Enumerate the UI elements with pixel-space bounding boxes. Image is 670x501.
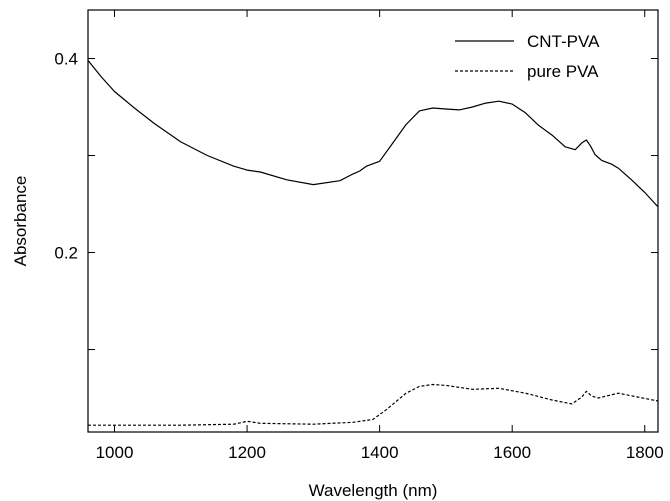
x-axis-title: Wavelength (nm): [309, 481, 438, 500]
x-tick-label: 1400: [361, 443, 399, 462]
series-line-cnt-pva: [87, 60, 659, 208]
legend: CNT-PVA pure PVA: [455, 32, 600, 81]
y-tick-label: 0.2: [54, 244, 78, 263]
series-line-pure-pva: [88, 383, 659, 426]
legend-label-cnt-pva: CNT-PVA: [527, 32, 600, 51]
x-tick-label: 1000: [96, 443, 134, 462]
plot-frame: [87, 9, 659, 433]
axis-tick-labels: 1000 1200 1400 1600 1800 0.2 0.4: [54, 50, 663, 462]
x-tick-label: 1800: [626, 443, 664, 462]
axis-ticks: [88, 10, 658, 432]
x-tick-label: 1200: [228, 443, 266, 462]
legend-label-pure-pva: pure PVA: [527, 62, 599, 81]
y-axis-title: Absorbance: [11, 176, 30, 267]
y-tick-label: 0.4: [54, 50, 78, 69]
series-layer: [87, 60, 659, 426]
x-tick-label: 1600: [493, 443, 531, 462]
